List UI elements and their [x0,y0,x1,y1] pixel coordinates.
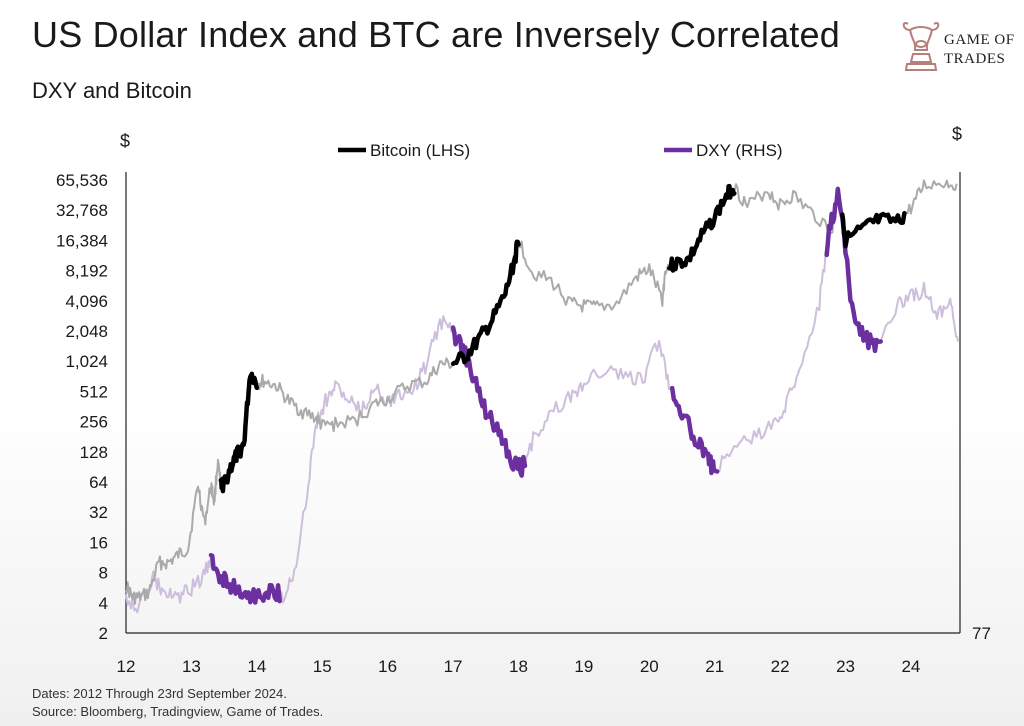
left-axis-tick-label: 1,024 [65,352,108,371]
footer-source: Source: Bloomberg, Tradingview, Game of … [32,704,324,719]
x-axis-tick-label: 20 [640,657,659,676]
left-axis-tick-label: 16,384 [56,231,108,250]
x-axis-tick-label: 17 [444,657,463,676]
bitcoin-highlight-segment [218,371,260,494]
bitcoin-highlight-segment [450,239,521,366]
bitcoin-highlight-segment [667,183,737,273]
left-axis-tick-label: 32 [89,503,108,522]
left-axis-tick-label: 64 [89,473,108,492]
left-axis-tick-label: 8,192 [65,262,108,281]
bitcoin-highlight-segment [840,210,907,249]
footer-dates: Dates: 2012 Through 23rd September 2024. [32,686,287,701]
legend-label: DXY (RHS) [696,141,783,160]
x-axis-tick-label: 18 [509,657,528,676]
x-axis-tick-label: 24 [901,657,920,676]
dxy-highlight-segment [208,552,282,605]
left-axis-tick-label: 128 [80,443,108,462]
right-axis-tick-label: 77 [972,624,991,643]
x-axis-tick-label: 12 [117,657,136,676]
left-axis-tick-label: 4 [99,594,108,613]
right-axis-unit-label: $ [952,124,962,144]
left-axis-tick-label: 2,048 [65,322,108,341]
left-axis-tick-label: 4,096 [65,292,108,311]
dxy-highlight-segment [450,325,528,478]
dxy-highlight-segment [669,385,720,476]
left-axis-tick-label: 32,768 [56,201,108,220]
bull-chess-knight-icon [902,22,940,71]
left-axis-tick-label: 8 [99,564,108,583]
left-axis-unit-label: $ [120,131,130,151]
x-axis-tick-label: 23 [836,657,855,676]
x-axis-tick-label: 14 [247,657,266,676]
game-of-trades-logo: GAME OF TRADES [894,14,1020,80]
chart-subtitle: DXY and Bitcoin [32,78,192,103]
left-axis-tick-label: 16 [89,533,108,552]
dxy-highlight-segment [824,186,883,354]
chart-title: US Dollar Index and BTC are Inversely Co… [32,14,840,55]
dxy-series-line [125,188,959,614]
x-axis-tick-label: 16 [378,657,397,676]
x-axis-tick-label: 15 [313,657,332,676]
logo-text-line2: TRADES [944,51,1006,67]
left-axis-tick-label: 512 [80,382,108,401]
x-axis-tick-label: 22 [771,657,790,676]
left-axis-tick-label: 65,536 [56,171,108,190]
logo-text-line1: GAME OF [944,32,1015,48]
x-axis-tick-label: 21 [705,657,724,676]
legend-label: Bitcoin (LHS) [370,141,470,160]
x-axis-tick-label: 19 [574,657,593,676]
left-axis-tick-label: 256 [80,413,108,432]
left-axis-tick-label: 2 [99,624,108,643]
x-axis-tick-label: 13 [182,657,201,676]
